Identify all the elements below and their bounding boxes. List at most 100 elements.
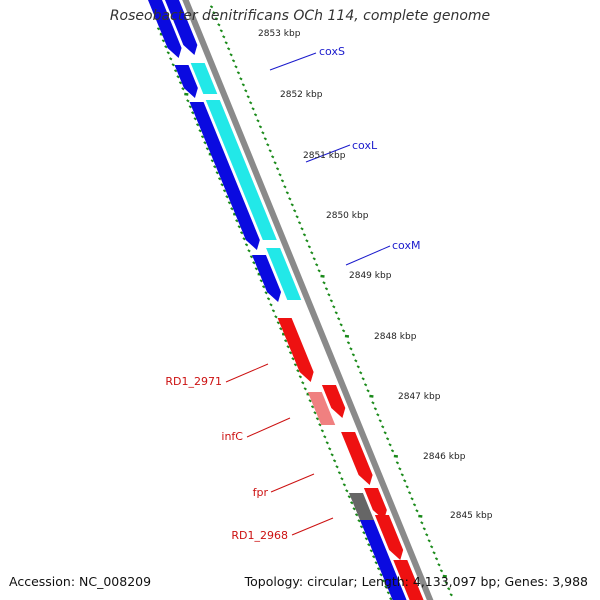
minor-tick bbox=[241, 83, 246, 87]
minor-tick bbox=[298, 375, 303, 379]
minor-tick bbox=[367, 543, 371, 547]
minor-tick bbox=[349, 347, 353, 351]
minor-tick bbox=[315, 263, 319, 267]
minor-tick bbox=[227, 201, 232, 205]
cds-red bbox=[393, 560, 424, 600]
minor-tick bbox=[398, 467, 402, 471]
leader-coxL bbox=[305, 144, 351, 163]
cds-RD1_2971 bbox=[277, 318, 314, 382]
cds-coxM-b bbox=[251, 255, 282, 302]
minor-tick bbox=[242, 237, 246, 241]
minor-tick bbox=[318, 423, 322, 427]
leader-fpr bbox=[270, 473, 315, 493]
gene-label-RD1_2971: RD1_2971 bbox=[165, 375, 222, 388]
minor-tick bbox=[302, 233, 307, 237]
gene-label-RD1_2968: RD1_2968 bbox=[231, 529, 288, 542]
minor-tick bbox=[222, 189, 227, 193]
minor-tick bbox=[288, 351, 293, 355]
minor-tick bbox=[405, 485, 409, 489]
cds-infC bbox=[307, 392, 336, 425]
minor-tick bbox=[288, 197, 292, 201]
minor-tick bbox=[169, 57, 173, 61]
minor-tick bbox=[235, 219, 239, 223]
minor-tick bbox=[425, 533, 429, 537]
minor-tick bbox=[274, 315, 278, 319]
minor-tick bbox=[439, 569, 444, 573]
gene-label-coxL: coxL bbox=[352, 139, 378, 152]
minor-tick bbox=[193, 117, 197, 121]
minor-tick bbox=[307, 245, 312, 249]
minor-tick bbox=[239, 231, 244, 235]
major-tick bbox=[418, 514, 423, 518]
minor-tick bbox=[427, 539, 431, 543]
gene-label-fpr: fpr bbox=[253, 486, 269, 499]
minor-tick bbox=[215, 171, 219, 175]
minor-tick bbox=[351, 353, 356, 357]
minor-tick bbox=[364, 537, 369, 541]
minor-tick bbox=[339, 323, 343, 327]
minor-tick bbox=[412, 503, 417, 507]
minor-tick bbox=[261, 285, 266, 289]
cds-blue bbox=[359, 520, 407, 600]
minor-tick bbox=[217, 177, 222, 181]
minor-tick bbox=[293, 363, 298, 367]
minor-tick bbox=[253, 113, 258, 117]
minor-tick bbox=[296, 369, 300, 373]
minor-tick bbox=[444, 581, 449, 585]
minor-tick bbox=[328, 447, 332, 451]
major-tick bbox=[369, 394, 374, 398]
major-tick bbox=[442, 574, 447, 578]
minor-tick bbox=[376, 413, 380, 417]
leader-coxS bbox=[269, 52, 317, 71]
minor-tick bbox=[293, 209, 297, 213]
minor-tick bbox=[385, 437, 390, 441]
minor-tick bbox=[220, 183, 224, 187]
minor-tick bbox=[359, 371, 363, 375]
minor-tick bbox=[372, 555, 376, 559]
minor-tick bbox=[171, 63, 175, 67]
minor-tick bbox=[176, 75, 180, 79]
kbp-label: 2852 kbp bbox=[280, 90, 323, 100]
minor-tick bbox=[278, 173, 282, 177]
leader-infC bbox=[246, 417, 291, 438]
minor-tick bbox=[268, 149, 272, 153]
minor-tick bbox=[323, 435, 327, 439]
minor-tick bbox=[356, 365, 360, 369]
minor-tick bbox=[244, 89, 248, 93]
minor-tick bbox=[403, 479, 407, 483]
cds-infC-b bbox=[341, 432, 373, 485]
minor-tick bbox=[286, 345, 290, 349]
minor-tick bbox=[186, 99, 190, 103]
minor-tick bbox=[195, 123, 200, 127]
minor-tick bbox=[324, 287, 329, 291]
minor-tick bbox=[173, 69, 178, 73]
minor-tick bbox=[188, 105, 192, 109]
minor-tick bbox=[237, 225, 241, 229]
leader-RD1_2971 bbox=[225, 363, 269, 383]
cds-coxM bbox=[266, 248, 302, 300]
minor-tick bbox=[164, 45, 168, 49]
minor-tick bbox=[410, 497, 414, 501]
minor-tick bbox=[209, 5, 214, 9]
major-tick bbox=[393, 454, 399, 458]
minor-tick bbox=[363, 383, 368, 387]
minor-tick bbox=[320, 429, 325, 433]
minor-tick bbox=[305, 239, 309, 243]
minor-tick bbox=[352, 507, 356, 511]
minor-tick bbox=[332, 305, 336, 309]
kbp-label: 2853 kbp bbox=[258, 29, 301, 39]
minor-tick bbox=[308, 399, 312, 403]
leader-RD1_2968 bbox=[291, 517, 334, 536]
cds-RD1_2968 bbox=[374, 515, 404, 560]
minor-tick bbox=[181, 87, 185, 91]
outer-tick-ring bbox=[209, 5, 453, 597]
minor-tick bbox=[275, 167, 280, 171]
minor-tick bbox=[350, 501, 354, 505]
minor-tick bbox=[315, 417, 320, 421]
minor-tick bbox=[303, 387, 307, 391]
minor-tick bbox=[322, 281, 326, 285]
gene-label-coxS: coxS bbox=[319, 45, 345, 58]
cds-arrow bbox=[147, 0, 182, 58]
minor-tick bbox=[434, 557, 439, 561]
minor-tick bbox=[447, 587, 451, 591]
